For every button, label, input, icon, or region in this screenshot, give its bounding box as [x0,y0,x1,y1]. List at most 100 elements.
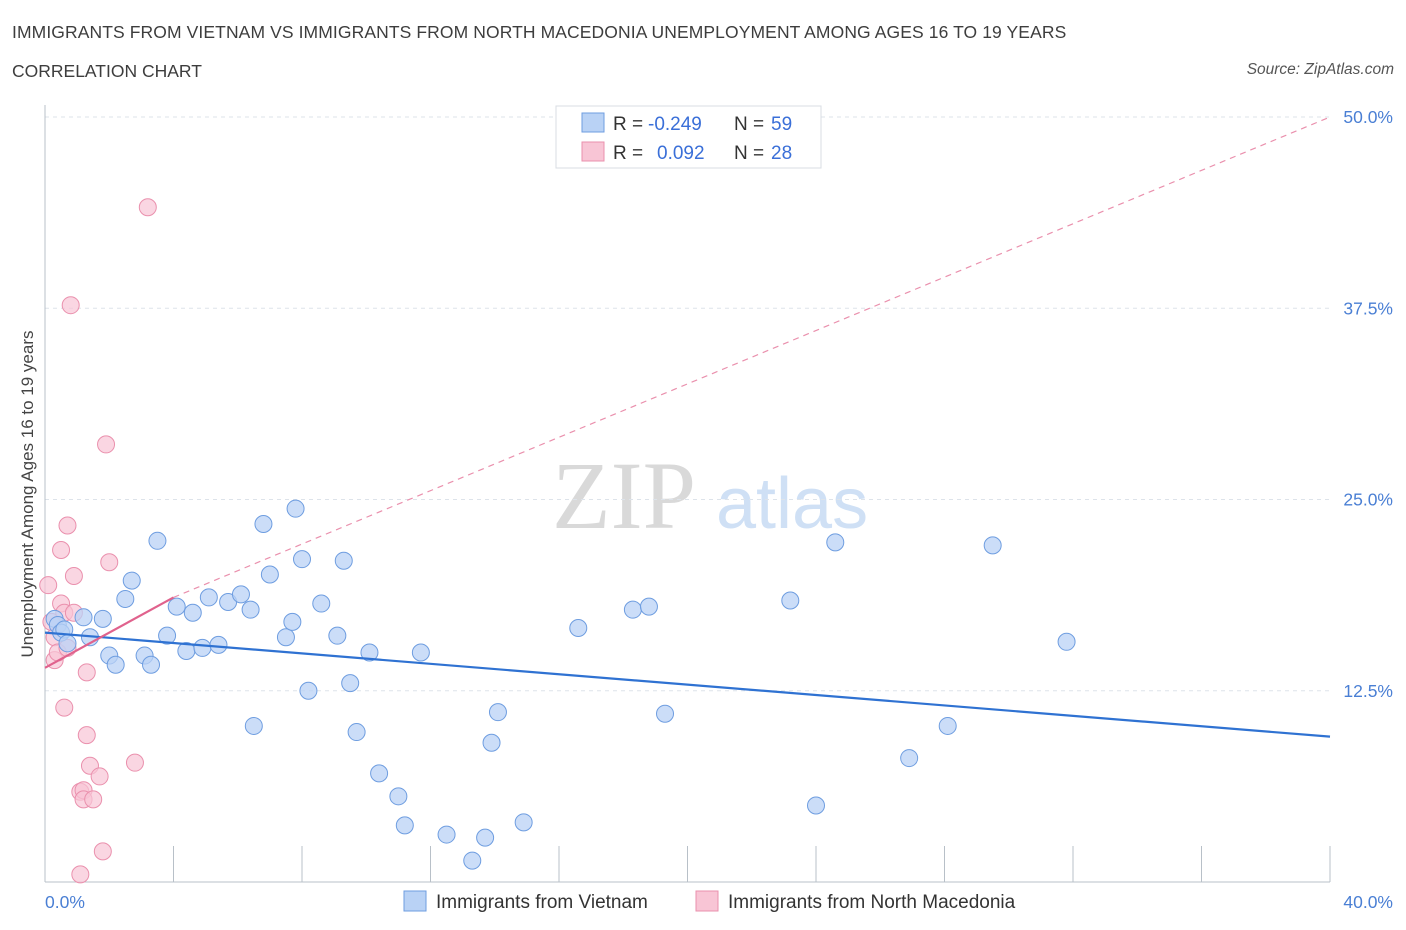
point-vietnam [293,550,311,569]
trend-line-macedonia [44,596,175,669]
point-vietnam [286,499,305,518]
point-macedonia [138,198,157,217]
point-macedonia [52,540,71,559]
trend-line-vietnam [44,631,1331,738]
point-vietnam [476,828,495,847]
point-vietnam [276,628,295,647]
point-vietnam [260,565,279,584]
point-vietnam [231,585,250,604]
y-axis-title: Unemployment Among Ages 16 to 19 years [18,331,37,658]
point-macedonia [61,296,80,315]
point-vietnam [514,813,533,832]
point-vietnam [116,589,135,608]
point-vietnam [142,655,161,674]
legend-r-label-macedonia: R = [613,143,643,164]
point-vietnam [395,816,414,835]
point-vietnam [74,608,93,627]
point-vietnam [209,635,228,654]
point-vietnam [283,612,302,631]
point-vietnam [482,733,501,752]
legend-n-value-vietnam: 59 [771,114,792,135]
point-vietnam [254,514,273,533]
point-vietnam [183,603,202,622]
series-north-macedonia [39,198,157,884]
point-vietnam [411,643,430,662]
point-vietnam [900,749,919,768]
point-vietnam [389,787,408,806]
point-macedonia [39,576,58,595]
point-vietnam [148,531,167,550]
point-macedonia [77,726,96,745]
point-vietnam [569,619,588,638]
y-tick-label: 37.5% [1343,298,1393,318]
bottom-legend-swatch-vietnam [403,890,427,912]
point-vietnam [244,716,263,735]
y-tick-label: 12.5% [1343,681,1393,701]
point-vietnam [193,638,212,657]
point-macedonia [58,516,77,535]
point-vietnam [1057,632,1076,651]
point-macedonia [71,865,90,884]
y-tick-labels: 12.5% 25.0% 37.5% 50.0% [1343,107,1393,701]
legend-swatch-macedonia [581,141,605,162]
bottom-legend-swatch-macedonia [695,890,719,912]
legend-r-label-vietnam: R = [613,114,643,135]
point-macedonia [77,663,96,682]
point-vietnam [437,825,456,844]
point-vietnam [623,600,642,619]
correlation-legend: R = -0.249 N = 59 R = 0.092 N = 28 [555,105,822,169]
point-vietnam [656,704,675,723]
point-vietnam [328,626,347,645]
point-vietnam [158,626,177,645]
x-tick-label-min: 0.0% [45,892,85,912]
bottom-legend-label-vietnam: Immigrants from Vietnam [436,892,648,913]
point-vietnam [488,703,507,722]
grid-lines [45,116,1330,692]
source-credit: Source: ZipAtlas.com [1246,61,1394,78]
point-macedonia [97,435,116,454]
point-vietnam [334,551,353,570]
point-vietnam [167,597,186,616]
point-vietnam [639,597,658,616]
x-tick-label-max: 40.0% [1343,892,1393,912]
point-vietnam [938,716,957,735]
point-macedonia [93,842,112,861]
point-macedonia [64,567,83,585]
point-vietnam [807,796,825,815]
watermark: ZIP atlas [552,442,868,549]
point-macedonia [84,790,103,809]
y-tick-label: 50.0% [1343,107,1393,127]
point-vietnam [199,588,218,607]
point-macedonia [90,767,109,786]
point-vietnam [341,674,360,693]
point-vietnam [826,533,845,552]
point-vietnam [312,594,331,613]
point-vietnam [983,536,1002,555]
bottom-legend-label-macedonia: Immigrants from North Macedonia [728,892,1016,913]
point-vietnam [370,764,389,783]
point-vietnam [122,571,141,590]
point-vietnam [93,609,112,628]
point-vietnam [463,851,482,870]
chart-title: IMMIGRANTS FROM VIETNAM VS IMMIGRANTS FR… [12,22,1067,42]
point-vietnam [360,643,379,662]
series-vietnam [45,499,1076,870]
legend-r-value-macedonia: 0.092 [657,143,705,164]
y-tick-label: 25.0% [1343,490,1393,510]
legend-n-label-macedonia: N = [734,143,764,164]
chart-subtitle: CORRELATION CHART [12,61,202,81]
watermark-zip: ZIP [552,442,696,549]
point-vietnam [106,655,125,674]
point-vietnam [781,591,800,610]
point-macedonia [55,698,74,717]
series-legend: Immigrants from Vietnam Immigrants from … [403,890,1016,913]
x-ticks [173,846,1331,882]
point-vietnam [299,681,318,700]
point-vietnam [241,600,260,619]
point-macedonia [100,553,119,572]
point-vietnam [58,634,77,653]
legend-n-value-macedonia: 28 [771,143,792,164]
watermark-atlas: atlas [716,464,868,544]
point-vietnam [347,723,366,742]
